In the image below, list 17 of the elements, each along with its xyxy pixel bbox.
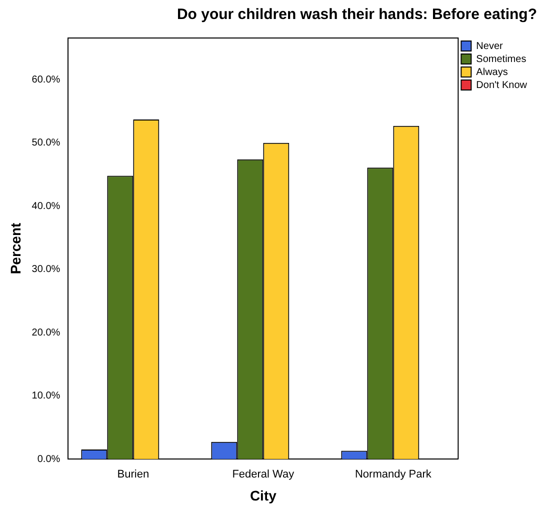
x-tick-label: Federal Way (232, 468, 295, 481)
y-tick-label: 0.0% (37, 454, 60, 465)
x-tick-label: Normandy Park (354, 468, 432, 481)
chart-title: Do your children wash their hands: Before eating? (176, 6, 537, 24)
y-tick-label: 30.0% (32, 264, 60, 276)
x-tick-label: Burien (117, 468, 150, 481)
y-tick-label: 10.0% (32, 390, 60, 402)
y-axis-title: Percent (7, 222, 24, 274)
legend-label: Sometimes (476, 54, 526, 65)
legend-label: Never (476, 40, 504, 52)
y-tick-label: 60.0% (32, 74, 60, 86)
y-tick-label: 40.0% (32, 200, 60, 212)
legend-label: Always (476, 66, 508, 78)
x-axis-title: City (250, 487, 277, 504)
y-tick-label: 20.0% (32, 327, 60, 338)
y-tick-label: 50.0% (32, 138, 60, 149)
legend-label: Don't Know (476, 80, 528, 91)
